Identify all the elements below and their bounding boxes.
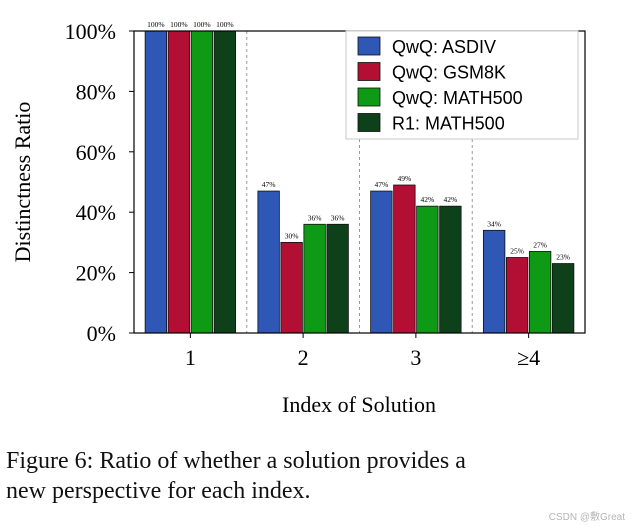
- y-axis-title: Distinctness Ratio: [10, 102, 35, 263]
- caption-line-2: new perspective for each index.: [6, 478, 311, 504]
- bar-value-label: 100%: [170, 20, 188, 29]
- bar: [393, 184, 416, 334]
- bar: [416, 205, 439, 334]
- bar: [326, 223, 349, 334]
- x-tick-label: ≥4: [517, 345, 540, 370]
- bar: [213, 30, 237, 334]
- caption-line-1: Figure 6: Ratio of whether a solution pr…: [6, 448, 466, 474]
- chart: 100% 100% 100% 100%47%30%36% 36%47%49%42% 42%…: [10, 19, 586, 417]
- x-tick-label: 3: [410, 345, 421, 370]
- bar-value-label: 49%: [398, 174, 412, 183]
- bar-value-label: 47%: [375, 180, 389, 189]
- bar-value-label: 36%: [308, 213, 322, 222]
- bar-value-label: 36%: [331, 213, 345, 222]
- bar: [505, 257, 529, 334]
- bar: [482, 229, 506, 334]
- bar-value-label: 23%: [556, 253, 570, 262]
- bar: [190, 30, 214, 334]
- bar-value-label: 100%: [216, 20, 234, 29]
- bar: [370, 190, 393, 334]
- y-tick-label: 80%: [76, 79, 116, 104]
- x-tick-label: 1: [185, 345, 196, 370]
- bar-value-label: 30%: [285, 231, 299, 240]
- legend-swatch: [357, 113, 381, 132]
- x-axis: 1 2 3 ≥4: [185, 333, 540, 370]
- x-axis-title: Index of Solution: [282, 392, 436, 417]
- legend-swatch: [357, 87, 381, 107]
- x-tick-label: 2: [298, 345, 309, 370]
- bar: [144, 30, 168, 334]
- legend-label: QwQ: ASDIV: [392, 37, 496, 57]
- bar-value-label: 42%: [444, 195, 458, 204]
- bar: [280, 241, 303, 334]
- watermark: CSDN @敷Great: [548, 512, 625, 523]
- bar-value-label: 25%: [510, 247, 524, 256]
- legend-label: QwQ: GSM8K: [392, 63, 506, 83]
- bar: [528, 251, 552, 334]
- legend-box: [345, 30, 579, 140]
- bar: [257, 190, 280, 334]
- bar-value-label: 42%: [421, 195, 435, 204]
- y-tick-label: 0%: [87, 321, 116, 346]
- y-tick-label: 20%: [76, 261, 116, 286]
- y-tick-label: 40%: [76, 200, 116, 225]
- y-tick-label: 60%: [76, 140, 116, 165]
- bar-value-label: 34%: [487, 219, 501, 228]
- y-tick-label: 100%: [65, 19, 116, 44]
- bar: [439, 205, 462, 334]
- y-axis: 0% 20% 40% 60% 80% 100%: [65, 19, 134, 346]
- bar: [167, 30, 191, 334]
- bar-value-label: 100%: [193, 20, 211, 29]
- bar-value-label: 100%: [147, 20, 165, 29]
- bar: [303, 223, 326, 334]
- legend-label: R1: MATH500: [392, 114, 505, 134]
- legend: QwQ: ASDIV QwQ: GSM8K QwQ: MATH500 R1: MATH…: [345, 30, 579, 140]
- bar-value-label: 27%: [533, 240, 547, 249]
- figure-caption: Figure 6: Ratio of whether a solution pr…: [6, 446, 626, 506]
- legend-swatch: [357, 62, 381, 81]
- bar-value-labels: 100% 100% 100% 100% 47% 30% 36% 36% 47% 49% 42% 42%…: [147, 20, 570, 262]
- bar-value-label: 47%: [262, 180, 276, 189]
- legend-label: QwQ: MATH500: [392, 88, 523, 108]
- legend-swatch: [357, 36, 381, 56]
- bar: [551, 263, 575, 334]
